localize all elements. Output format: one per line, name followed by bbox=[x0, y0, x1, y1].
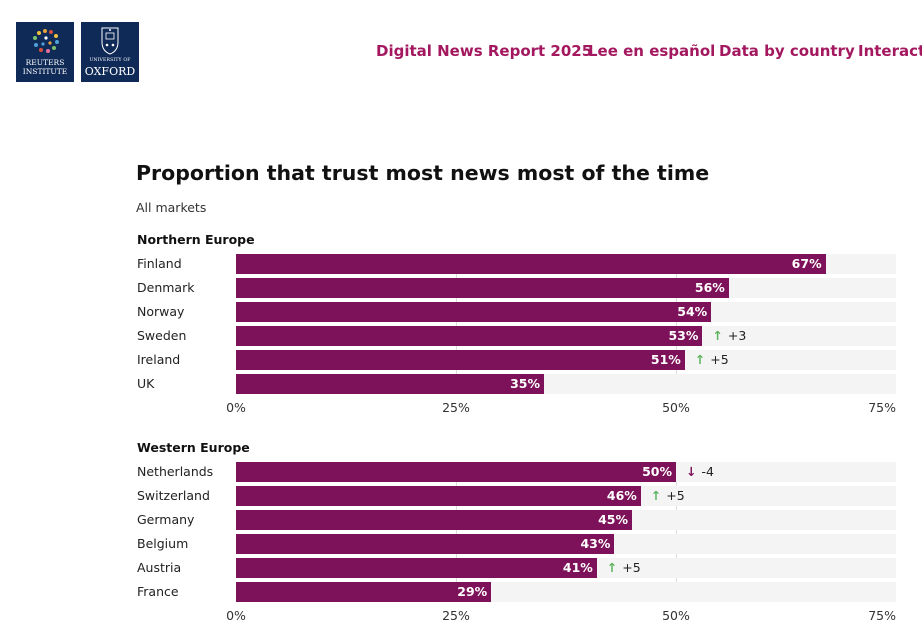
gridline bbox=[456, 254, 457, 394]
bar-value-label: 67% bbox=[791, 256, 822, 271]
bar-value-label: 54% bbox=[677, 304, 708, 319]
bar-value-label: 29% bbox=[457, 584, 488, 599]
arrow-down-icon: ↓ bbox=[686, 464, 697, 479]
change-value: +3 bbox=[727, 328, 747, 343]
row-label: Denmark bbox=[137, 280, 195, 295]
row-label: Norway bbox=[137, 304, 185, 319]
bar bbox=[236, 534, 615, 554]
gridline bbox=[676, 254, 677, 394]
group-label: Northern Europe bbox=[137, 232, 255, 247]
bar-value-label: 41% bbox=[562, 560, 593, 575]
change-value: +5 bbox=[710, 352, 729, 367]
bar bbox=[236, 254, 826, 274]
row-label: Ireland bbox=[137, 352, 181, 367]
bar bbox=[236, 486, 641, 506]
bar-value-label: 43% bbox=[580, 536, 611, 551]
axis-tick-label: 75% bbox=[868, 608, 896, 623]
gridline bbox=[456, 462, 457, 602]
logo-text-line-2: INSTITUTE bbox=[22, 67, 68, 76]
chart-subtitle: All markets bbox=[136, 200, 207, 215]
oxford-university-logo[interactable]: UNIVERSITY OF OXFORD bbox=[81, 22, 139, 82]
row-label: Germany bbox=[137, 512, 195, 527]
axis-tick-label: 50% bbox=[662, 608, 690, 623]
bar-value-label: 45% bbox=[598, 512, 628, 527]
bar bbox=[236, 350, 685, 370]
bar bbox=[236, 278, 729, 298]
change-indicator: ↑ +5 bbox=[651, 486, 685, 506]
nav-link-data-by-country[interactable]: Data by country bbox=[719, 42, 855, 60]
nav-link-spanish[interactable]: Lee en español bbox=[588, 42, 716, 60]
oxford-crest-icon bbox=[101, 27, 119, 55]
arrow-up-icon: ↑ bbox=[694, 352, 706, 367]
bar bbox=[236, 302, 712, 322]
change-indicator: ↓ -4 bbox=[686, 462, 714, 482]
reuters-dots-icon bbox=[33, 29, 59, 53]
gridline bbox=[676, 462, 677, 602]
arrow-up-icon: ↑ bbox=[712, 328, 723, 343]
group-label: Western Europe bbox=[137, 440, 250, 455]
bar-value-label: 50% bbox=[642, 464, 672, 479]
axis-tick-label: 25% bbox=[442, 608, 470, 623]
change-indicator: ↑ +3 bbox=[712, 326, 746, 346]
change-indicator: ↑ +5 bbox=[695, 350, 729, 370]
bar-value-label: 35% bbox=[510, 376, 540, 391]
row-label: Belgium bbox=[137, 536, 189, 551]
row-label: Netherlands bbox=[137, 464, 214, 479]
bar-value-label: 51% bbox=[650, 352, 681, 367]
axis-tick-label: 75% bbox=[868, 400, 896, 415]
bar bbox=[236, 326, 703, 346]
logo-text-line-2: OXFORD bbox=[84, 65, 136, 78]
arrow-up-icon: ↑ bbox=[606, 560, 618, 575]
bar-value-label: 56% bbox=[694, 280, 725, 295]
bar bbox=[236, 582, 492, 602]
bar bbox=[236, 374, 544, 394]
change-value: +5 bbox=[622, 560, 641, 575]
row-label: UK bbox=[137, 376, 155, 391]
arrow-up-icon: ↑ bbox=[650, 488, 662, 503]
change-value: +5 bbox=[666, 488, 685, 503]
change-value: -4 bbox=[701, 464, 714, 479]
row-label: Switzerland bbox=[137, 488, 210, 503]
change-indicator: ↑ +5 bbox=[607, 558, 641, 578]
nav-link-digital-news-report[interactable]: Digital News Report 2025 bbox=[376, 42, 593, 60]
chart-title: Proportion that trust most news most of … bbox=[136, 161, 710, 185]
row-label: Austria bbox=[137, 560, 182, 575]
nav-link-interactive[interactable]: Interacti bbox=[858, 42, 922, 60]
axis-tick-label: 50% bbox=[662, 400, 690, 415]
bar bbox=[236, 510, 632, 530]
reuters-institute-logo[interactable]: REUTERS INSTITUTE bbox=[16, 22, 74, 82]
bar bbox=[236, 558, 597, 578]
row-label: France bbox=[137, 584, 179, 599]
logo-text-line-1: REUTERS bbox=[25, 58, 65, 67]
axis-tick-label: 0% bbox=[226, 400, 246, 415]
row-label: Sweden bbox=[137, 328, 187, 343]
bar-value-label: 46% bbox=[606, 488, 637, 503]
bar-value-label: 53% bbox=[668, 328, 699, 343]
axis-tick-label: 25% bbox=[442, 400, 470, 415]
axis-tick-label: 0% bbox=[226, 608, 246, 623]
logo-text-line-1: UNIVERSITY OF bbox=[89, 58, 131, 63]
row-label: Finland bbox=[137, 256, 182, 271]
bar bbox=[236, 462, 676, 482]
